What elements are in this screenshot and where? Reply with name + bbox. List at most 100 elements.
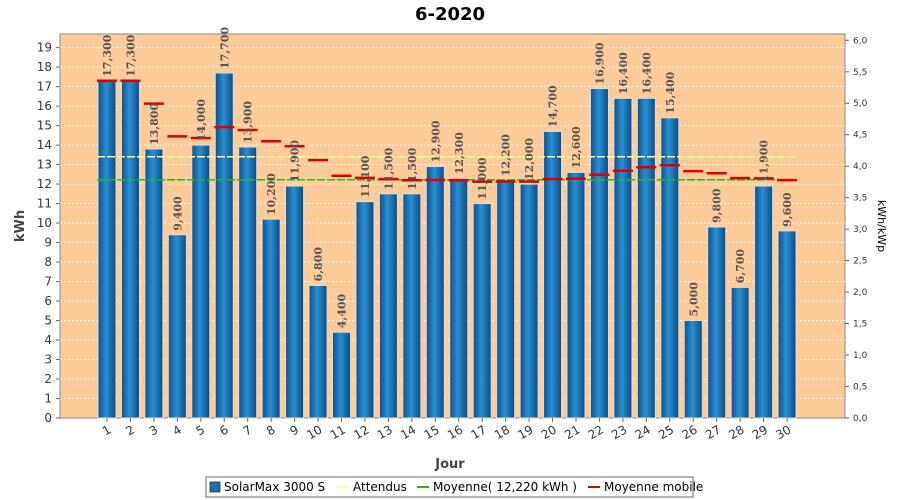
- bar-27: [707, 226, 727, 419]
- data-label-16: 12,300: [453, 132, 466, 174]
- bar-21: [566, 171, 586, 419]
- x-tick-label: 17: [468, 422, 488, 442]
- data-label-2: 17,300: [124, 34, 137, 76]
- data-label-20: 14,700: [547, 85, 560, 127]
- y-tick-label: 15: [37, 119, 52, 133]
- y-tick-label: 4: [44, 333, 52, 347]
- x-tick-label: 7: [241, 422, 255, 438]
- bar-14: [402, 193, 422, 419]
- bar-16: [449, 177, 469, 419]
- bar-11: [332, 331, 351, 419]
- x-tick-label: 8: [264, 422, 278, 438]
- x-axis-label: Jour: [434, 457, 465, 472]
- bar-24: [636, 97, 656, 419]
- legend-swatch-solarmax: [209, 481, 221, 493]
- data-label-11: 4,400: [336, 293, 349, 328]
- x-tick-label: 28: [726, 422, 746, 442]
- y-tick-label: 17: [37, 80, 52, 94]
- data-label-18: 12,200: [500, 134, 513, 176]
- data-label-1: 17,300: [101, 34, 114, 76]
- x-tick-label: 10: [304, 422, 324, 442]
- y-right-tick-label: 1,0: [853, 351, 868, 361]
- x-tick-label: 27: [703, 422, 723, 442]
- legend-label-attendus: Attendus: [353, 480, 407, 494]
- data-label-27: 9,800: [711, 188, 724, 223]
- data-label-24: 16,400: [640, 52, 653, 94]
- x-tick-label: 19: [515, 422, 535, 442]
- reference-lines: [97, 156, 798, 181]
- bar-13: [378, 193, 398, 419]
- y-tick-label: 18: [37, 60, 52, 74]
- data-label-30: 9,600: [781, 192, 794, 227]
- legend-label-moyenne-mobile: Moyenne mobile: [604, 480, 703, 494]
- data-label-25: 15,400: [664, 71, 677, 113]
- y-right-tick-label: 0,5: [853, 383, 867, 393]
- bar-2: [120, 80, 140, 419]
- y-tick-label: 16: [37, 99, 52, 113]
- data-label-15: 12,900: [429, 120, 442, 162]
- bar-17: [472, 203, 492, 419]
- x-tick-label: 22: [586, 422, 606, 442]
- y-axis-right-ticks: 0,0 0,5 1,0 1,5 2,0 2,5 3,0 3,5 4,0 4,5 5,0 5,5 6,0: [845, 36, 868, 424]
- x-tick-label: 15: [422, 422, 442, 442]
- data-label-3: 13,800: [148, 103, 161, 145]
- x-tick-label: 26: [680, 422, 700, 442]
- x-tick-label: 23: [609, 422, 629, 442]
- y-axis-right-label: kWh/kWp: [875, 200, 888, 252]
- data-label-7: 13,900: [242, 101, 255, 143]
- x-tick-label: 5: [194, 422, 208, 438]
- data-label-28: 6,700: [734, 249, 747, 284]
- y-right-tick-label: 3,5: [853, 194, 867, 204]
- data-label-9: 11,900: [289, 140, 302, 182]
- bar-26: [683, 320, 703, 419]
- x-tick-label: 13: [375, 422, 395, 442]
- data-label-12: 11,100: [359, 155, 372, 197]
- bar-3: [144, 148, 164, 419]
- bars: [97, 72, 797, 419]
- bar-6: [214, 72, 234, 419]
- moving-average: [97, 79, 798, 183]
- bar-9: [285, 185, 305, 419]
- bar-5: [191, 144, 211, 419]
- data-label-13: 11,500: [382, 147, 395, 189]
- bar-23: [613, 97, 633, 419]
- bar-28: [730, 286, 750, 419]
- y-tick-label: 0: [44, 411, 52, 425]
- y-tick-label: 12: [37, 177, 52, 191]
- y-tick-label: 14: [37, 138, 52, 152]
- bar-4: [167, 234, 187, 419]
- y-tick-label: 1: [44, 392, 52, 406]
- data-label-19: 12,000: [523, 138, 536, 180]
- data-label-29: 11,900: [758, 140, 771, 182]
- x-tick-label: 14: [398, 422, 418, 442]
- y-right-tick-label: 2,0: [853, 288, 868, 298]
- bar-10: [308, 284, 328, 419]
- data-label-26: 5,000: [687, 282, 700, 317]
- x-tick-label: 30: [773, 422, 793, 442]
- bar-15: [425, 166, 445, 419]
- bar-7: [238, 146, 258, 419]
- legend-label-solarmax: SolarMax 3000 S: [224, 480, 325, 494]
- data-label-5: 14,000: [195, 99, 208, 141]
- bar-20: [543, 130, 563, 419]
- data-label-8: 10,200: [265, 173, 278, 215]
- legend: SolarMax 3000 S Attendus Moyenne( 12,220 k…: [205, 476, 703, 498]
- bar-30: [777, 230, 797, 419]
- bar-22: [589, 88, 609, 419]
- y-tick-label: 11: [37, 197, 52, 211]
- legend-box: [205, 476, 694, 498]
- legend-label-moyenne: Moyenne( 12,220 kWh ): [433, 480, 577, 494]
- data-labels: 17,300 17,300 13,800 9,400 14,000 17,700 13,90…: [101, 27, 794, 329]
- data-label-21: 12,600: [570, 126, 583, 168]
- y-tick-label: 8: [44, 255, 52, 269]
- x-tick-label: 9: [287, 422, 301, 438]
- y-tick-label: 13: [37, 158, 52, 172]
- y-tick-label: 5: [44, 314, 52, 328]
- y-right-tick-label: 6,0: [853, 36, 868, 46]
- data-label-23: 16,400: [617, 52, 630, 94]
- bar-19: [519, 183, 539, 419]
- data-label-14: 11,500: [406, 147, 419, 189]
- y-tick-label: 19: [37, 41, 52, 55]
- data-label-22: 16,900: [593, 42, 606, 84]
